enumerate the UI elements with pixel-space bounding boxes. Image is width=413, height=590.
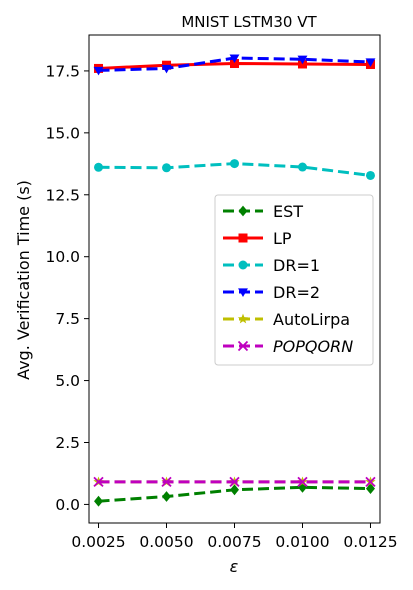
legend-label-dr-1: DR=1 bbox=[273, 256, 320, 275]
series-est bbox=[94, 481, 375, 507]
y-tick-label: 5.0 bbox=[55, 372, 80, 390]
data-point-dr-2 bbox=[161, 64, 172, 74]
data-point-popqorn bbox=[297, 476, 308, 488]
series-dr-2 bbox=[93, 54, 376, 76]
x-tick-label: 0.0050 bbox=[139, 533, 193, 551]
legend-marker-popqorn bbox=[237, 340, 249, 352]
y-tick-label: 15.0 bbox=[45, 124, 80, 142]
data-point-dr-1 bbox=[162, 163, 172, 173]
y-tick-label: 0.0 bbox=[55, 496, 80, 514]
chart-title: MNIST LSTM30 VT bbox=[181, 13, 317, 31]
legend-marker-est bbox=[238, 205, 248, 217]
data-point-dr-1 bbox=[297, 162, 307, 172]
legend-label-popqorn: POPQORN bbox=[273, 337, 353, 356]
legend-label-dr-2: DR=2 bbox=[273, 283, 320, 302]
data-point-dr-1 bbox=[230, 159, 239, 169]
legend-marker-dr-2 bbox=[238, 288, 248, 297]
legend-item-autolirpa: AutoLirpa bbox=[223, 310, 350, 329]
data-point-lp bbox=[230, 58, 239, 68]
data-point-est bbox=[230, 484, 239, 496]
plot-area bbox=[93, 54, 376, 507]
legend-marker-lp bbox=[238, 233, 248, 243]
legend-label-autolirpa: AutoLirpa bbox=[273, 310, 350, 329]
series-popqorn bbox=[93, 476, 376, 488]
legend-marker-autolirpa bbox=[237, 313, 249, 324]
legend-marker-dr-1 bbox=[238, 260, 248, 270]
data-point-dr-1 bbox=[365, 170, 375, 180]
data-point-popqorn bbox=[161, 476, 172, 488]
legend-item-lp: LP bbox=[223, 229, 292, 248]
y-axis-label: Avg. Verification Time (s) bbox=[14, 180, 33, 380]
x-tick-label: 0.0075 bbox=[207, 533, 261, 551]
data-point-dr-2 bbox=[365, 58, 376, 67]
legend-label-est: EST bbox=[273, 202, 303, 221]
legend-label-lp: LP bbox=[273, 229, 292, 248]
x-tick-label: 0.0100 bbox=[275, 533, 329, 551]
data-point-est bbox=[365, 483, 375, 494]
x-tick-label: 0.0025 bbox=[71, 533, 125, 551]
x-axis-label: ε bbox=[230, 557, 239, 576]
y-tick-label: 7.5 bbox=[55, 310, 80, 328]
series-dr-1 bbox=[94, 159, 375, 180]
x-tick-label: 0.0125 bbox=[343, 533, 397, 551]
y-tick-label: 10.0 bbox=[45, 248, 80, 266]
y-tick-label: 17.5 bbox=[45, 62, 80, 80]
data-point-popqorn bbox=[365, 476, 376, 488]
data-point-est bbox=[162, 491, 172, 502]
data-point-dr-2 bbox=[297, 55, 308, 65]
data-point-popqorn bbox=[93, 476, 104, 488]
legend: EST LP DR=1 DR=2 AutoLirpa POPQORN bbox=[214, 194, 374, 366]
y-tick-label: 12.5 bbox=[45, 186, 80, 204]
legend-item-est: EST bbox=[223, 202, 303, 221]
data-point-dr-2 bbox=[229, 54, 240, 63]
axes: 0.0025 0.0050 0.0075 0.0100 0.0125 0.0 2.5 5.0 7… bbox=[45, 34, 398, 551]
legend-item-dr-2: DR=2 bbox=[223, 283, 320, 302]
data-point-dr-2 bbox=[93, 66, 104, 76]
data-point-est bbox=[94, 495, 104, 507]
legend-item-dr-1: DR=1 bbox=[223, 256, 320, 275]
y-tick-label: 2.5 bbox=[55, 434, 80, 452]
data-point-popqorn bbox=[229, 476, 240, 488]
legend-item-popqorn: POPQORN bbox=[223, 337, 353, 356]
data-point-dr-1 bbox=[94, 162, 104, 172]
